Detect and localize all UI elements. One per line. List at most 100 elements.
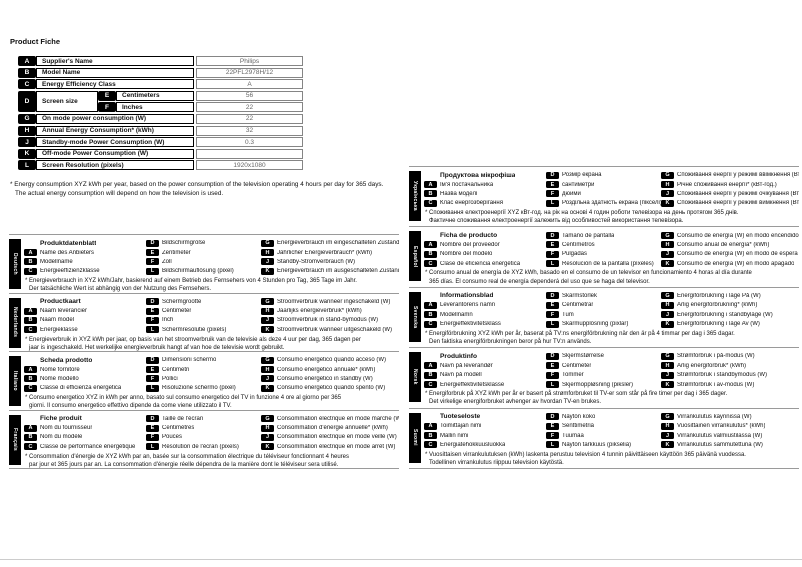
page-bottom-divider: [0, 559, 802, 560]
letter-badge: L: [146, 384, 159, 392]
lang-table-cell: J Stroomverbruik in stand-bymodus (W): [261, 316, 399, 324]
lang-table-cell: H Річне споживання енергії* (кВт-год.): [661, 181, 799, 189]
row-label: Off-mode Power Consumption (W): [36, 148, 194, 159]
letter-badge: A: [24, 424, 37, 432]
lang-table-cell: C Clase de eficiencia energética: [424, 260, 546, 268]
lang-table-cell: L Роздільна здатність екрана (пікселі): [546, 199, 661, 207]
entry-label: Tommer: [562, 372, 584, 379]
entry-label: Назва моделі: [440, 190, 478, 197]
lang-table-cell: F Tum: [546, 311, 661, 319]
row-label: Standby-mode Power Consumption (W): [36, 137, 194, 148]
block-footnote-line2: jaar is ingeschakeld. Het werkelijke ene…: [29, 344, 285, 351]
letter-badge: L: [146, 443, 159, 451]
entry-label: Modellnamn: [440, 311, 473, 318]
letter-badge: J: [261, 433, 274, 441]
letter-badge: D: [546, 352, 559, 360]
letter-badge: F: [546, 311, 559, 319]
language-block: Norsk Produktinfo D Skjermstørrelse G Strømf…: [409, 347, 799, 407]
lang-table-cell: C Клас енергозберігання: [424, 199, 546, 207]
lang-table-cell: Productkaart: [24, 298, 146, 305]
letter-badge: E: [546, 362, 559, 370]
entry-label: Schermresolutie (pixels): [162, 326, 227, 333]
entry-label: Nom du modèle: [40, 434, 83, 441]
lang-table-cell: C Energieffektivitetsklasse: [424, 381, 546, 389]
table-row: B Model Name 22PFL2978H/12: [18, 67, 305, 78]
row-label: On mode power consumption (W): [36, 113, 194, 124]
block-footnote-line1: * Consumo energetico XYZ in kWh per anno…: [25, 395, 342, 402]
lang-table-row: Ficha de producto D Tamaño de pantalla G Con…: [424, 231, 799, 240]
entry-label: Strømforbruk i standbymodus (W): [677, 372, 768, 379]
letter-badge: C: [424, 199, 437, 207]
entry-label: Споживання енергії у режимі ввімкнення (…: [677, 172, 799, 179]
language-block: Français Fiche produit D Taille de l'écran…: [9, 409, 399, 469]
entry-label: Resolución de la pantalla (píxeles): [562, 260, 654, 267]
lang-table-row: C Classe de performance énergétique L Résol…: [24, 442, 399, 451]
letter-badge: L: [146, 267, 159, 275]
letter-badge: H: [261, 366, 274, 374]
entry-label: Pulgadas: [562, 251, 588, 258]
lang-table-cell: J Energiförbrukning i standbyläge (W): [661, 311, 799, 319]
letter-badge: K: [261, 443, 274, 451]
lang-table-cell: C Classe de performance énergétique: [24, 443, 146, 451]
lang-table-row: C Classe di efficienza energetica L Risoluz…: [24, 384, 399, 393]
letter-badge: G: [261, 298, 274, 306]
entry-label: Clase de eficiencia energética: [440, 260, 521, 267]
letter-badge: H: [661, 181, 674, 189]
row-label: Model Name: [36, 67, 194, 78]
lang-table-cell: B Naam model: [24, 316, 146, 324]
row-value: 22: [196, 113, 303, 124]
entry-label: Classe de performance énergétique: [40, 443, 136, 450]
lang-table-cell: C Energieeffizienzklasse: [24, 267, 146, 275]
letter-badge: L: [546, 381, 559, 389]
letter-badge: E: [146, 366, 159, 374]
lang-table-row: B Nom du modèle F Pouces J Consommation élect…: [24, 433, 399, 442]
entry-label: Mallin nimi: [440, 432, 469, 439]
lang-table-row: A Navn på leverandør E Centimeter H Årlig ene…: [424, 361, 799, 370]
lang-table-cell: G Stroomverbruik wanneer ingeschakeld (W): [261, 298, 399, 306]
lang-table-row: A Nombre del proveedor E Centímetros H Consum…: [424, 240, 799, 249]
key-badge: F: [98, 102, 116, 113]
entry-label: Energiförbrukning i standbyläge (W): [677, 311, 773, 318]
letter-badge: H: [661, 422, 674, 430]
entry-label: Inch: [162, 317, 174, 324]
lang-table-cell: Informationsblad: [424, 292, 546, 299]
letter-badge: J: [661, 250, 674, 258]
table-row: A Supplier's Name Philips: [18, 56, 305, 66]
letter-badge: B: [24, 433, 37, 441]
lang-table-cell: B Modellnamn: [424, 311, 546, 319]
letter-badge: F: [146, 375, 159, 383]
entry-label: Vuosittainen virrankulutus* (kWh): [677, 423, 766, 430]
product-fiche-table: A Supplier's Name Philips B Model Name 2…: [18, 56, 305, 172]
lang-table-cell: Produktdatenblatt: [24, 240, 146, 247]
lang-table-row: B Navn på modell F Tommer J Strømforbruk i st…: [424, 370, 799, 379]
letter-badge: A: [424, 422, 437, 430]
lang-table-cell: L Bildschirmauflösung (pixel): [146, 267, 261, 275]
en-footnote-line2: The actual energy consumption will depen…: [15, 189, 224, 197]
block-footnote: * Consumo energetico XYZ in kWh per anno…: [25, 394, 399, 410]
entry-label: Tum: [562, 311, 574, 318]
letter-badge: J: [261, 258, 274, 266]
key-badge: C: [18, 79, 36, 90]
lang-table-row: A Leverantörens namn E Centimetrar H Årlig en…: [424, 301, 799, 310]
language-bar-label: Français: [12, 428, 18, 451]
entry-label: Jährlicher Energieverbrauch* (kWh): [277, 249, 373, 256]
lang-table-cell: H Consumo anual de energía* (kWh): [661, 241, 799, 249]
entry-label: Energiförbrukning i läge Av (W): [677, 321, 760, 328]
entry-label: Näytön tarkkuus (pikseliä): [562, 441, 632, 448]
entry-label: Taille de l'écran: [162, 415, 204, 422]
letter-badge: C: [424, 320, 437, 328]
entry-label: Nom du fournisseur: [40, 425, 93, 432]
lang-table-cell: L Risoluzione schermo (pixel): [146, 384, 261, 392]
letter-badge: H: [261, 307, 274, 315]
entry-label: Bildschirmgröße: [162, 240, 206, 247]
entry-label: Nombre del modelo: [440, 251, 493, 258]
key-badge: L: [18, 160, 36, 171]
lang-table-row: Produktinfo D Skjermstørrelse G Strømforbruk…: [424, 352, 799, 361]
block-title: Produktinfo: [440, 352, 477, 360]
entry-label: Näytön koko: [562, 413, 596, 420]
letter-badge: J: [661, 371, 674, 379]
lang-table-cell: J Consumo energetico in standby (W): [261, 375, 399, 383]
language-bar: Українська: [409, 171, 421, 221]
entry-label: Skärmupplösning (pixlar): [562, 321, 629, 328]
block-footnote-line2: Den faktiska energiförbrukningen beror p…: [429, 339, 592, 346]
